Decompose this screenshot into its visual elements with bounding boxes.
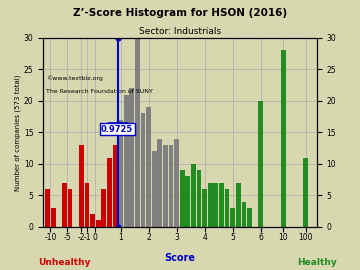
Y-axis label: Number of companies (573 total): Number of companies (573 total)	[14, 74, 21, 191]
Bar	[168, 145, 174, 227]
Bar	[157, 139, 162, 227]
Bar	[202, 189, 207, 227]
Bar	[135, 38, 140, 227]
Bar	[45, 189, 50, 227]
Bar	[230, 208, 235, 227]
Bar	[85, 183, 89, 227]
Bar	[113, 145, 117, 227]
Bar	[185, 176, 190, 227]
Text: Z’-Score Histogram for HSON (2016): Z’-Score Histogram for HSON (2016)	[73, 8, 287, 18]
Bar	[225, 189, 229, 227]
Bar	[197, 170, 202, 227]
Bar	[303, 157, 308, 227]
Bar	[258, 101, 263, 227]
Text: Healthy: Healthy	[297, 258, 337, 267]
Bar	[79, 145, 84, 227]
Bar	[281, 50, 285, 227]
Bar	[146, 107, 151, 227]
Bar	[174, 139, 179, 227]
Bar	[129, 88, 134, 227]
Bar	[51, 208, 56, 227]
Bar	[107, 157, 112, 227]
Text: The Research Foundation of SUNY: The Research Foundation of SUNY	[46, 89, 153, 94]
Bar	[191, 164, 196, 227]
Text: ©www.textbiz.org: ©www.textbiz.org	[46, 76, 103, 81]
Bar	[180, 170, 185, 227]
Bar	[247, 208, 252, 227]
Bar	[124, 94, 129, 227]
Bar	[62, 183, 67, 227]
Bar	[96, 221, 100, 227]
Bar	[242, 202, 246, 227]
Bar	[141, 113, 145, 227]
Bar	[90, 214, 95, 227]
Bar	[208, 183, 213, 227]
Bar	[236, 183, 241, 227]
Text: Unhealthy: Unhealthy	[39, 258, 91, 267]
Bar	[102, 189, 106, 227]
Text: Sector: Industrials: Sector: Industrials	[139, 27, 221, 36]
X-axis label: Score: Score	[165, 253, 195, 263]
Text: 0.9725: 0.9725	[101, 125, 133, 134]
Bar	[163, 145, 168, 227]
Bar	[68, 189, 72, 227]
Bar	[213, 183, 218, 227]
Bar	[219, 183, 224, 227]
Bar	[118, 120, 123, 227]
Bar	[152, 151, 157, 227]
